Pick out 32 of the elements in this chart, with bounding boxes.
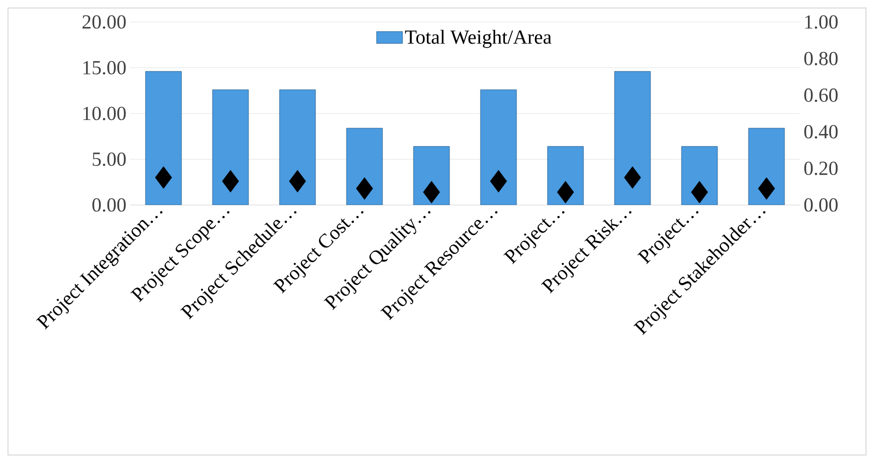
y2-tick-label: 0.80: [804, 52, 838, 66]
bar: [279, 90, 316, 205]
bar: [413, 146, 450, 205]
point: [624, 166, 641, 189]
y-tick-label: 0.00: [92, 198, 126, 212]
legend-label: Total Weight/Area: [405, 30, 552, 48]
bar: [212, 90, 249, 205]
y-tick-label: 10.00: [83, 106, 126, 120]
y2-tick-label: 0.40: [804, 125, 838, 139]
bar: [681, 146, 718, 205]
point: [222, 170, 239, 192]
bar: [145, 71, 182, 205]
bar: [547, 146, 584, 205]
y2-tick-label: 0.20: [804, 162, 838, 176]
bar: [480, 90, 517, 205]
y-tick-label: 20.00: [82, 15, 126, 29]
y-tick-label: 5.00: [92, 152, 126, 166]
point: [356, 177, 373, 200]
point: [289, 170, 306, 192]
y2-tick-label: 0.00: [804, 198, 838, 212]
y-tick-label: 15.00: [83, 60, 126, 75]
point: [490, 170, 507, 192]
y2-tick-label: 1.00: [805, 15, 838, 29]
point: [691, 180, 708, 204]
bar: [748, 128, 785, 205]
point: [423, 180, 440, 204]
point: [758, 177, 775, 200]
point: [557, 180, 574, 204]
point: [155, 166, 172, 189]
bar: [346, 128, 383, 205]
y2-tick-label: 0.60: [804, 88, 838, 102]
bar: [614, 71, 651, 205]
